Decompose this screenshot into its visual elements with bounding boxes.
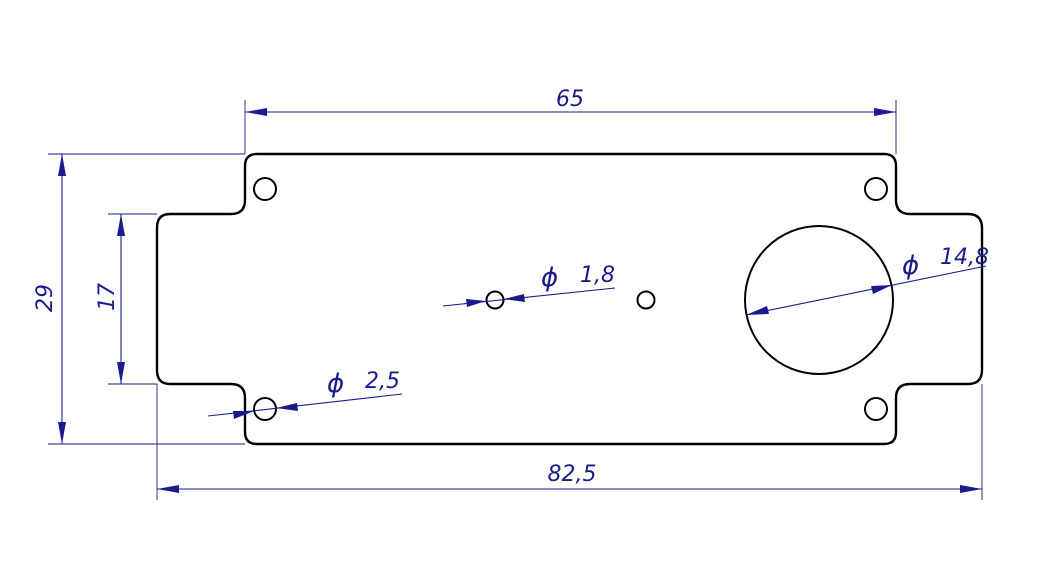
dimension-tab-height: 17 [95, 213, 157, 385]
corner-hole-top-right [864, 177, 888, 201]
diameter-symbol-small-hole: ϕ [541, 263, 558, 293]
corner-hole-bottom-right [864, 397, 888, 421]
dimension-label-overall-width: 82,5 [548, 462, 597, 487]
arrow-head [504, 294, 525, 302]
arrow-head [58, 422, 66, 444]
arrow-head [117, 214, 125, 236]
dimension-label-overall-height: 29 [33, 284, 58, 312]
diameter-callout-corner-hole: ϕ 2,5 [207, 369, 403, 419]
arrow-head [117, 362, 125, 384]
arrow-head [960, 485, 982, 493]
arrow-head [746, 306, 769, 315]
arrow-head [874, 108, 896, 116]
large-hole [744, 225, 894, 375]
diameter-value-large-hole: 14,8 [940, 245, 989, 270]
diameter-symbol-large-hole: ϕ [902, 251, 919, 281]
diameter-value-small-hole: 1,8 [580, 263, 615, 288]
arrow-head [466, 299, 486, 307]
plate-outline [155, 152, 984, 446]
corner-hole-top-left [253, 177, 277, 201]
arrow-head [245, 108, 267, 116]
dimension-label-top-width: 65 [556, 87, 584, 112]
dimension-top-width: 65 [244, 87, 897, 154]
dimension-overall-width: 82,5 [156, 384, 983, 500]
arrow-head [871, 285, 892, 294]
diameter-callout-small-hole: ϕ 1,8 [442, 263, 616, 307]
arrow-head [276, 403, 298, 411]
dimension-label-tab-height: 17 [95, 283, 120, 311]
arrow-head [233, 411, 254, 419]
small-hole-right [636, 290, 656, 310]
arrow-head [58, 154, 66, 176]
dimension-overall-height: 29 [33, 153, 245, 445]
corner-hole-bottom-left [253, 397, 277, 421]
diameter-symbol-corner-hole: ϕ [327, 369, 344, 399]
diameter-callout-large-hole: ϕ 14,8 [745, 245, 989, 316]
diameter-value-corner-hole: 2,5 [365, 369, 400, 394]
arrow-head [157, 485, 179, 493]
